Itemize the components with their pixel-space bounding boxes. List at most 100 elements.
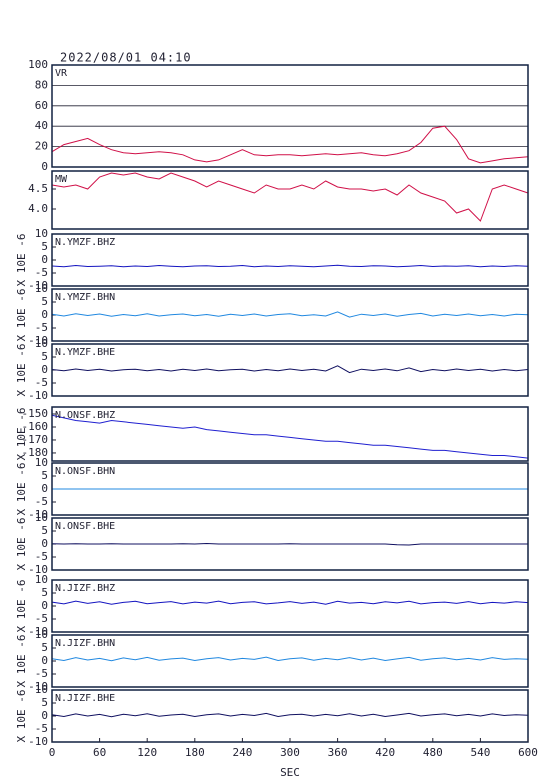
panel-frame (51, 288, 529, 342)
x-tick-label: 300 (280, 746, 300, 759)
panel-label: MW (55, 174, 68, 185)
y-tick-label: 0 (41, 363, 48, 376)
panel-frame (51, 343, 529, 397)
trace (51, 264, 529, 268)
y-axis-label: X 10E -6 (15, 289, 28, 342)
trace (51, 311, 529, 318)
y-tick-label: 5 (41, 469, 48, 482)
y-tick-label: -10 (28, 563, 48, 576)
y-tick-label: 10 (35, 337, 48, 350)
y-tick-label: 10 (35, 683, 48, 696)
y-tick-label: -5 (35, 612, 48, 625)
y-tick-label: -5 (35, 667, 48, 680)
y-tick-label: -10 (28, 279, 48, 292)
y-axis-label: X 10E -6 (15, 234, 28, 287)
y-tick-label: 4.5 (28, 182, 48, 195)
panel-label: N.JIZF.BHE (55, 693, 115, 704)
y-tick-label: 0 (41, 654, 48, 667)
trace (51, 712, 529, 718)
y-tick-label: -10 (28, 735, 48, 748)
y-tick-label: 0 (41, 482, 48, 495)
y-axis-label: X 10E -6 (15, 408, 28, 461)
x-tick-label: 180 (185, 746, 205, 759)
y-tick-label: 5 (41, 696, 48, 709)
x-tick-label: 420 (375, 746, 395, 759)
y-tick-label: 100 (28, 58, 48, 71)
y-tick-label: 10 (35, 282, 48, 295)
y-tick-label: 10 (35, 573, 48, 586)
y-tick-label: -5 (35, 550, 48, 563)
y-axis-label: X 10E -6 (15, 690, 28, 743)
trace (51, 656, 529, 662)
y-tick-label: 10 (35, 511, 48, 524)
x-tick-label: 360 (328, 746, 348, 759)
x-tick-label: 600 (518, 746, 538, 759)
y-axis-label: X 10E -6 (15, 580, 28, 633)
panel-label: N.ONSF.BHZ (55, 410, 115, 421)
y-axis-label: X 10E -6 (15, 635, 28, 688)
panel-frame (51, 462, 529, 516)
y-tick-label: -5 (35, 321, 48, 334)
panel-label: VR (55, 68, 68, 79)
panel-label: N.JIZF.BHN (55, 638, 115, 649)
y-tick-label: -170 (22, 433, 49, 446)
y-tick-label: 0 (41, 253, 48, 266)
panel-frame (51, 406, 529, 462)
trace (51, 365, 529, 374)
panel-frame (51, 579, 529, 633)
trace (51, 125, 529, 164)
y-tick-label: -5 (35, 266, 48, 279)
y-tick-label: 20 (35, 140, 48, 153)
trace (51, 542, 528, 546)
panel-frame (51, 233, 529, 287)
chart-title: 2022/08/01 04:10 (60, 51, 192, 65)
trace (51, 172, 529, 222)
x-axis-label: SEC (280, 766, 300, 779)
trace (51, 600, 529, 605)
y-tick-label: 5 (41, 586, 48, 599)
trace (51, 414, 529, 459)
y-tick-label: 80 (35, 78, 48, 91)
x-tick-label: 120 (137, 746, 157, 759)
panel-label: N.YMZF.BHZ (55, 237, 115, 248)
y-tick-label: -10 (28, 389, 48, 402)
y-tick-label: 5 (41, 295, 48, 308)
panel-frame (51, 64, 529, 168)
x-tick-label: 60 (93, 746, 106, 759)
x-tick-label: 540 (470, 746, 490, 759)
y-axis-label: X 10E -6 (15, 463, 28, 516)
panel-label: N.YMZF.BHN (55, 292, 115, 303)
y-tick-label: 0 (41, 160, 48, 173)
y-tick-label: -10 (28, 508, 48, 521)
x-tick-label: 240 (232, 746, 252, 759)
y-tick-label: -5 (35, 376, 48, 389)
y-tick-label: -160 (22, 420, 49, 433)
y-tick-label: 0 (41, 599, 48, 612)
y-tick-label: 0 (41, 308, 48, 321)
y-tick-label: 0 (41, 709, 48, 722)
panel-label: N.YMZF.BHE (55, 347, 115, 358)
y-tick-label: -5 (35, 722, 48, 735)
y-tick-label: 5 (41, 524, 48, 537)
y-tick-label: 5 (41, 641, 48, 654)
y-axis-label: X 10E -6 (15, 344, 28, 397)
y-tick-label: 40 (35, 119, 48, 132)
panel-frame (51, 634, 529, 688)
y-tick-label: 4.0 (28, 202, 48, 215)
y-tick-label: 10 (35, 628, 48, 641)
y-tick-label: 5 (41, 240, 48, 253)
y-tick-label: -10 (28, 334, 48, 347)
panel-label: N.ONSF.BHE (55, 521, 115, 532)
y-tick-label: 5 (41, 350, 48, 363)
panel-label: N.JIZF.BHZ (55, 583, 115, 594)
y-tick-label: 10 (35, 456, 48, 469)
y-tick-label: 0 (41, 537, 48, 550)
y-tick-label: -5 (35, 495, 48, 508)
y-tick-label: -10 (28, 680, 48, 693)
panel-frame (51, 517, 529, 571)
y-tick-label: -150 (22, 407, 49, 420)
y-axis-label: X 10E -6 (15, 518, 28, 571)
y-tick-label: -10 (28, 625, 48, 638)
x-tick-label: 0 (49, 746, 56, 759)
